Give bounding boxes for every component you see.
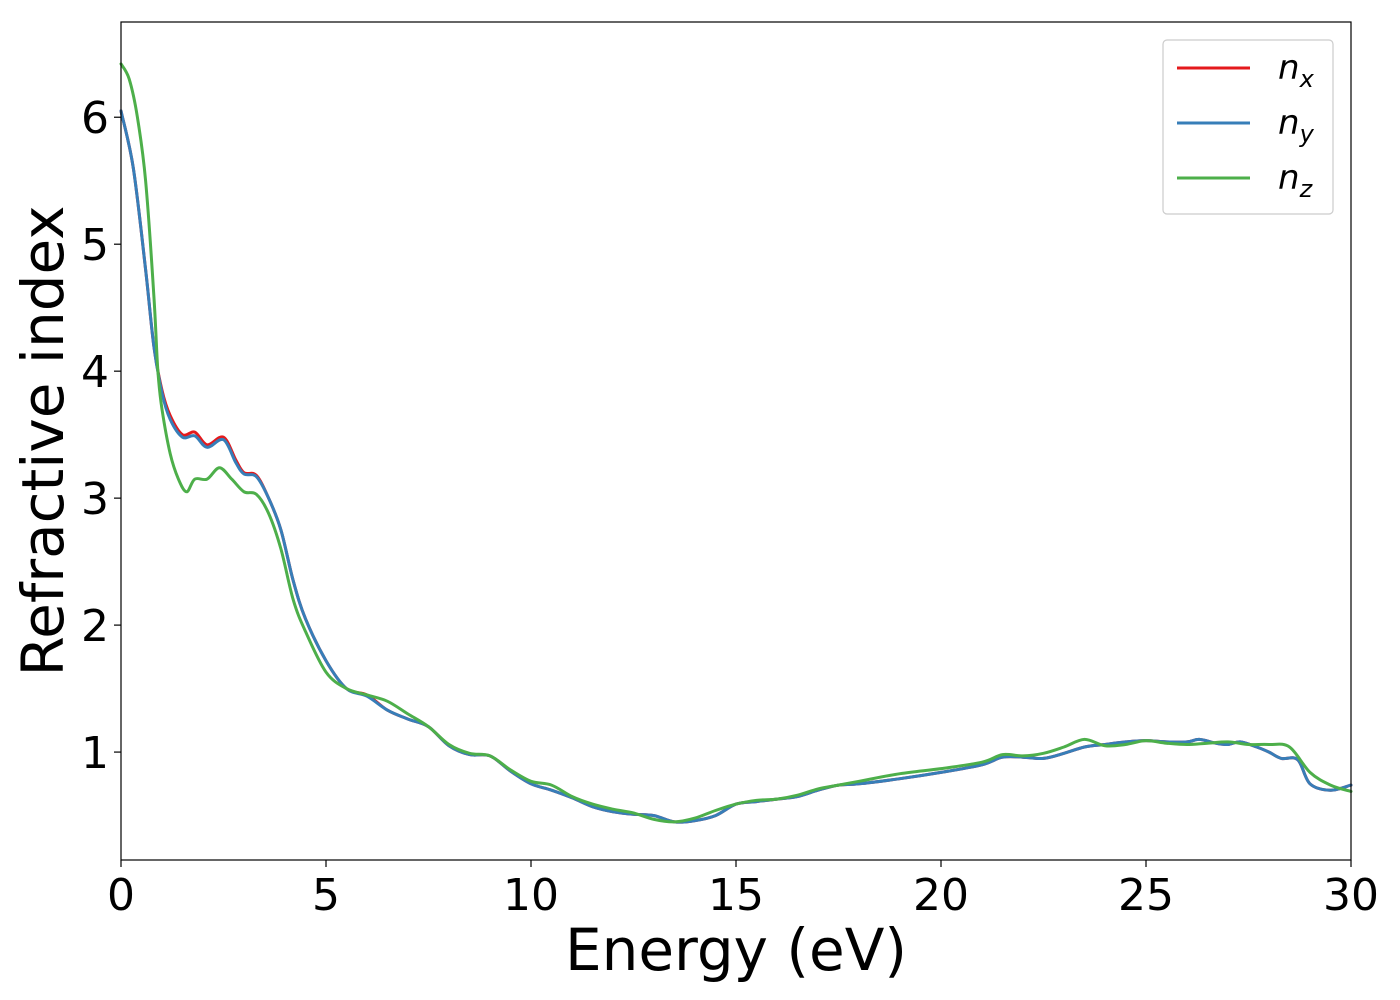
x-axis-ticks: 0 5 10 15 20 25 30	[107, 860, 1379, 921]
y-tick-label: 4	[81, 347, 109, 398]
y-tick-label: 5	[81, 220, 109, 271]
series-line-ny	[119, 109, 1353, 824]
y-tick-label: 2	[81, 601, 109, 652]
x-tick-label: 25	[1118, 870, 1174, 921]
plot-area	[121, 22, 1351, 860]
y-tick-label: 6	[81, 93, 109, 144]
y-axis-ticks: 1 2 3 4 5 6	[81, 93, 121, 779]
x-axis-label: Energy (eV)	[565, 916, 907, 984]
legend-frame	[1162, 39, 1334, 215]
x-tick-label: 10	[503, 870, 559, 921]
x-tick-label: 30	[1323, 870, 1379, 921]
x-tick-label: 0	[107, 870, 135, 921]
x-tick-label: 5	[312, 870, 340, 921]
series-line-nz	[119, 62, 1353, 824]
y-axis-label: Refractive index	[9, 205, 77, 676]
x-tick-label: 20	[913, 870, 969, 921]
y-tick-label: 3	[81, 474, 109, 525]
y-tick-label: 1	[81, 728, 109, 779]
series-layer	[119, 62, 1353, 824]
x-tick-label: 15	[708, 870, 764, 921]
